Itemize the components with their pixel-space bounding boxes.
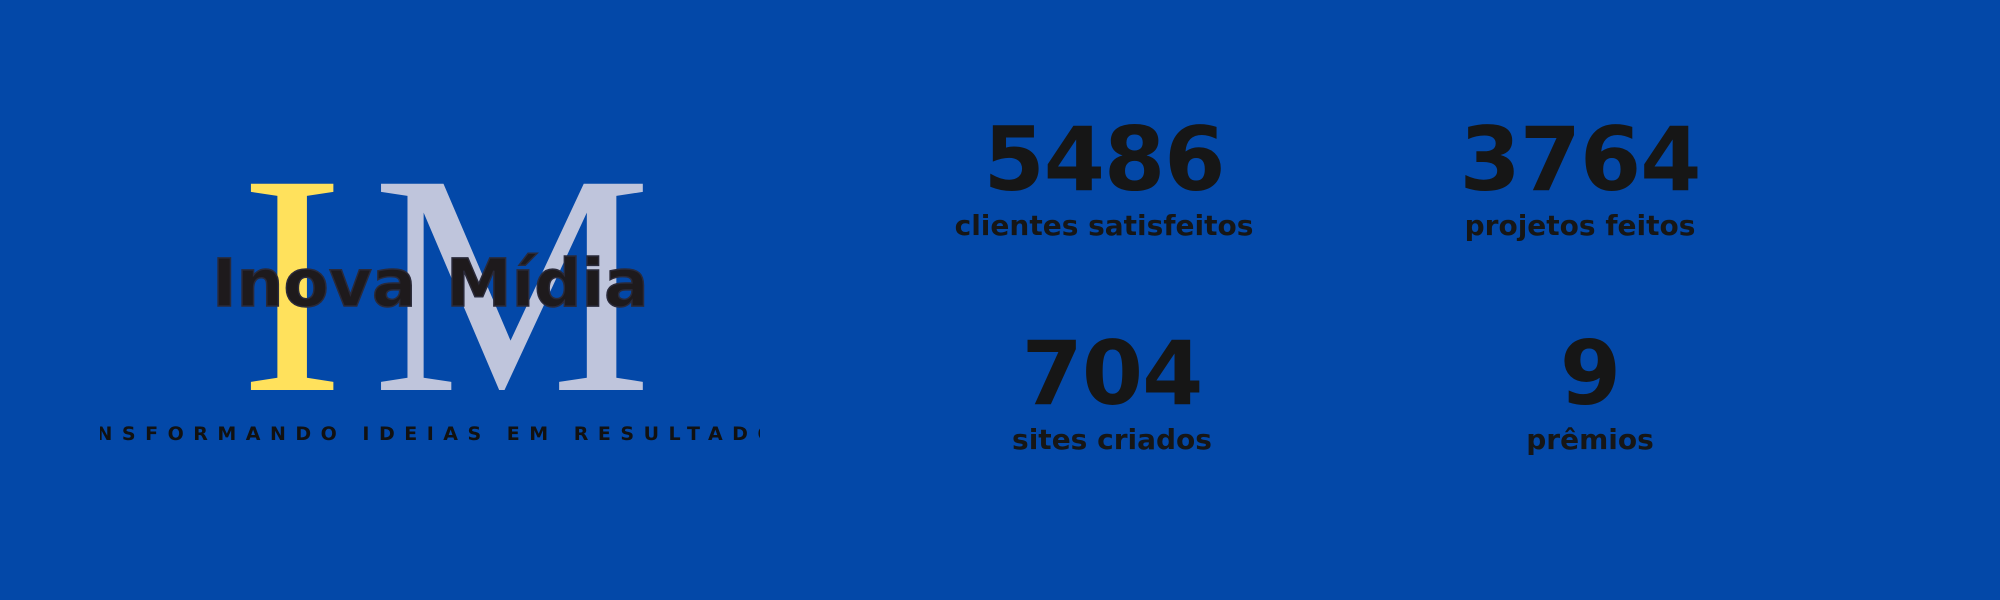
logo-tagline: TRANSFORMANDO IDEIAS EM RESULTADOS xyxy=(100,423,760,445)
stat-sites: 704 sites criados xyxy=(912,326,1312,458)
stat-label: sites criados xyxy=(1012,423,1212,456)
stat-value: 9 xyxy=(1559,322,1621,425)
logo-brand-word-midia: Mídia xyxy=(446,245,649,322)
stat-awards: 9 prêmios xyxy=(1390,326,1790,458)
stat-value: 3764 xyxy=(1459,108,1702,211)
logo-letter-m: M xyxy=(372,140,652,459)
logo-brand-word-inova: Inova xyxy=(212,245,416,322)
stat-label: projetos feitos xyxy=(1464,209,1696,242)
stat-clients: 5486 clientes satisfeitos xyxy=(904,112,1304,244)
stat-value: 5486 xyxy=(983,108,1226,211)
stat-projects: 3764 projetos feitos xyxy=(1380,112,1780,244)
brand-logo: I M Inova Mídia TRANSFORMANDO IDEIAS EM … xyxy=(100,140,760,460)
stat-label: clientes satisfeitos xyxy=(954,209,1254,242)
logo-graphic: I M Inova Mídia TRANSFORMANDO IDEIAS EM … xyxy=(100,140,760,459)
stat-label: prêmios xyxy=(1526,423,1654,456)
stat-value: 704 xyxy=(1021,322,1204,425)
logo-letter-i: I xyxy=(240,140,345,459)
